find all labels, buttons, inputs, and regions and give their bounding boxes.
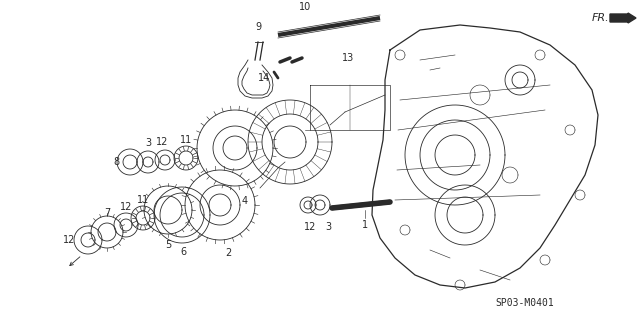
Text: 11: 11 [180,135,192,145]
Text: 12: 12 [156,137,168,147]
Text: 12: 12 [120,202,132,212]
Text: 12: 12 [304,222,316,232]
Text: 5: 5 [165,240,171,250]
Text: 2: 2 [225,248,231,258]
Text: 9: 9 [255,22,261,32]
Text: 7: 7 [104,208,110,218]
Text: 14: 14 [258,73,270,83]
Text: 3: 3 [145,138,151,148]
Text: 8: 8 [114,157,120,167]
Text: 4: 4 [242,196,248,206]
Text: 3: 3 [325,222,331,232]
Text: 6: 6 [180,247,186,257]
Text: FR.: FR. [592,13,610,23]
Text: SP03-M0401: SP03-M0401 [495,298,554,308]
Text: 1: 1 [362,220,368,230]
Text: 11: 11 [137,195,149,205]
Text: 12: 12 [63,235,75,245]
Text: 10: 10 [299,2,311,12]
Text: 13: 13 [342,53,355,63]
FancyArrow shape [610,13,636,23]
